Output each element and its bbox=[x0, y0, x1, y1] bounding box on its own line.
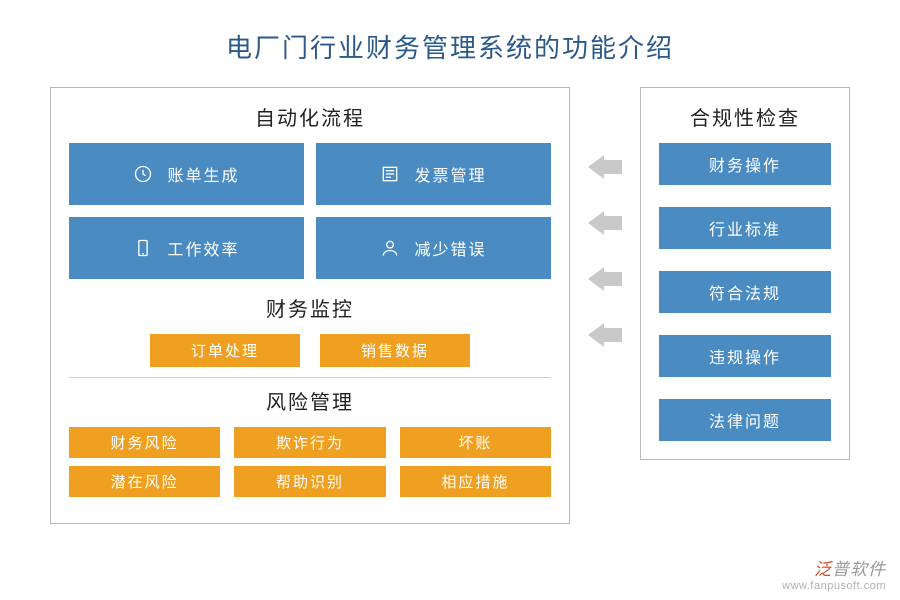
watermark-url: www.fanpusoft.com bbox=[782, 580, 886, 592]
watermark: 泛普软件 www.fanpusoft.com bbox=[782, 555, 886, 592]
card-label: 工作效率 bbox=[167, 236, 239, 260]
risk-item: 财务风险 bbox=[69, 427, 220, 458]
watermark-prefix: 泛 bbox=[814, 560, 832, 579]
page-title: 电厂门行业财务管理系统的功能介绍 bbox=[0, 0, 900, 87]
compliance-item: 法律问题 bbox=[659, 399, 831, 441]
risk-row-1: 财务风险 欺诈行为 坏账 bbox=[69, 427, 551, 458]
arrow-left-icon bbox=[588, 267, 622, 291]
right-panel: 合规性检查 财务操作 行业标准 符合法规 违规操作 法律问题 bbox=[640, 87, 850, 460]
monitoring-row: 订单处理 销售数据 bbox=[69, 334, 551, 367]
monitoring-title: 财务监控 bbox=[69, 293, 551, 322]
arrow-left-icon bbox=[588, 155, 622, 179]
arrow-left-icon bbox=[588, 323, 622, 347]
compliance-item: 行业标准 bbox=[659, 207, 831, 249]
phone-icon bbox=[133, 238, 153, 258]
risk-item: 坏账 bbox=[400, 427, 551, 458]
compliance-list: 财务操作 行业标准 符合法规 违规操作 法律问题 bbox=[659, 143, 831, 441]
compliance-item: 符合法规 bbox=[659, 271, 831, 313]
arrow-column bbox=[588, 87, 622, 347]
compliance-item: 违规操作 bbox=[659, 335, 831, 377]
main-layout: 自动化流程 账单生成 发票管理 工作效率 bbox=[0, 87, 900, 524]
watermark-suffix: 普软件 bbox=[832, 560, 886, 579]
risk-title: 风险管理 bbox=[69, 386, 551, 415]
card-reduce-error: 减少错误 bbox=[316, 217, 551, 279]
arrow-left-icon bbox=[588, 211, 622, 235]
risk-item: 欺诈行为 bbox=[234, 427, 385, 458]
risk-row-2: 潜在风险 帮助识别 相应措施 bbox=[69, 466, 551, 497]
form-icon bbox=[380, 164, 400, 184]
risk-item: 帮助识别 bbox=[234, 466, 385, 497]
automation-grid: 账单生成 发票管理 工作效率 减少错误 bbox=[69, 143, 551, 279]
compliance-item: 财务操作 bbox=[659, 143, 831, 185]
risk-item: 潜在风险 bbox=[69, 466, 220, 497]
card-label: 账单生成 bbox=[167, 162, 239, 186]
card-label: 减少错误 bbox=[414, 236, 486, 260]
user-icon bbox=[380, 238, 400, 258]
monitoring-item: 销售数据 bbox=[320, 334, 470, 367]
card-label: 发票管理 bbox=[414, 162, 486, 186]
card-invoice: 发票管理 bbox=[316, 143, 551, 205]
divider bbox=[69, 377, 551, 378]
card-efficiency: 工作效率 bbox=[69, 217, 304, 279]
watermark-brand: 泛普软件 bbox=[782, 555, 886, 580]
clock-icon bbox=[133, 164, 153, 184]
risk-item: 相应措施 bbox=[400, 466, 551, 497]
compliance-title: 合规性检查 bbox=[659, 102, 831, 131]
card-billing: 账单生成 bbox=[69, 143, 304, 205]
automation-title: 自动化流程 bbox=[69, 102, 551, 131]
left-panel: 自动化流程 账单生成 发票管理 工作效率 bbox=[50, 87, 570, 524]
monitoring-item: 订单处理 bbox=[150, 334, 300, 367]
